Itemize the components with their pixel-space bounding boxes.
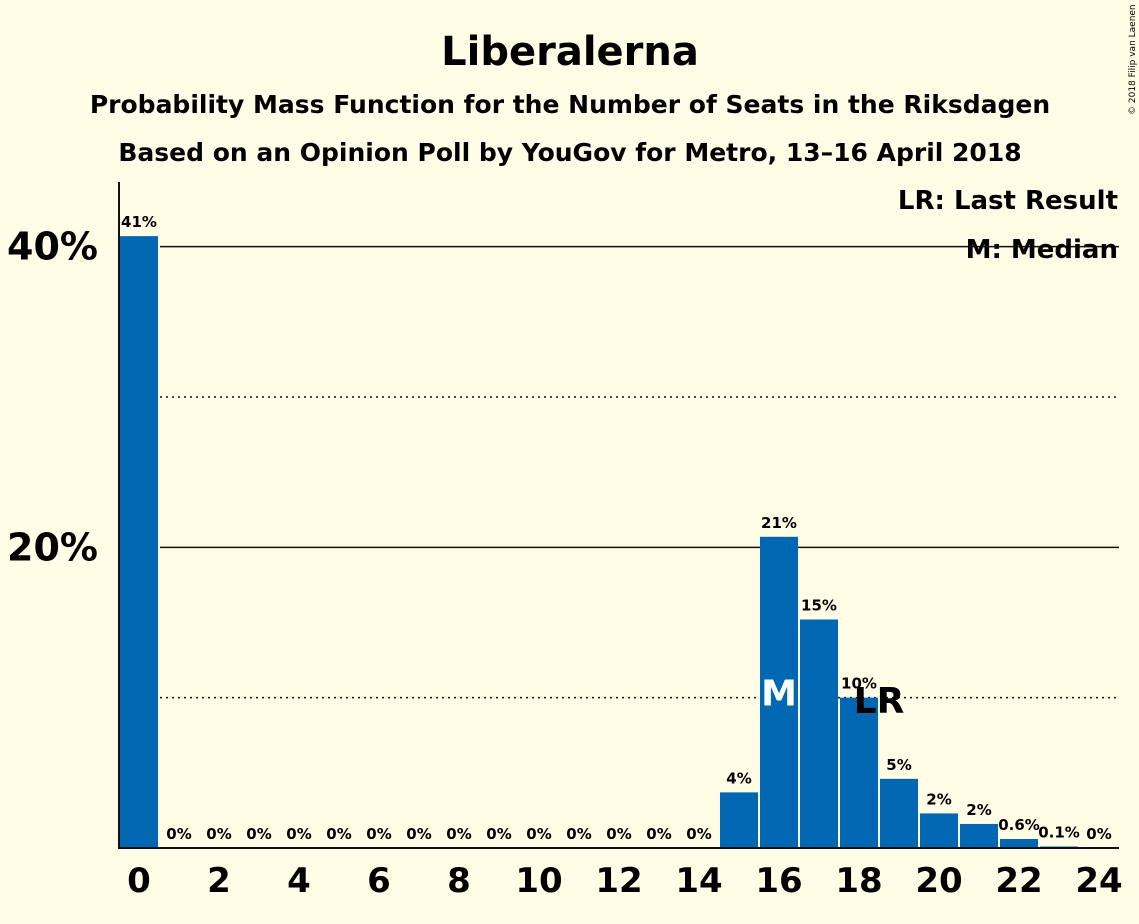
bar-seat-17: [800, 619, 838, 848]
data-label-seat-3: 0%: [246, 825, 271, 843]
data-label-seat-16: 21%: [761, 514, 797, 532]
data-label-seat-10: 0%: [526, 825, 551, 843]
data-label-seat-23: 0.1%: [1038, 823, 1080, 841]
x-tick-label: 14: [675, 861, 722, 901]
data-label-seat-13: 0%: [646, 825, 671, 843]
x-axis-ticks: 0 2 4 6 8 10 12 14 16 18 20 22 24: [127, 861, 1123, 901]
x-tick-label: 20: [915, 861, 962, 901]
data-label-seat-14: 0%: [686, 825, 711, 843]
bar-seat-18: [840, 697, 878, 848]
data-labels: 41% 0% 0% 0% 0% 0% 0% 0% 0% 0% 0% 0% 0% 0% 0% 4% 21% 15% 1…: [121, 213, 1112, 843]
x-tick-label: 8: [447, 861, 471, 901]
bar-seat-0: [120, 236, 158, 849]
x-tick-label: 4: [287, 861, 311, 901]
data-label-seat-7: 0%: [406, 825, 431, 843]
data-label-seat-8: 0%: [446, 825, 471, 843]
x-tick-label: 24: [1075, 861, 1122, 901]
chart-subtitle-poll: Based on an Opinion Poll by YouGov for M…: [118, 138, 1021, 167]
data-label-seat-4: 0%: [286, 825, 311, 843]
copyright-notice: © 2018 Filip van Laenen: [1128, 4, 1138, 115]
data-label-seat-9: 0%: [486, 825, 511, 843]
data-label-seat-6: 0%: [366, 825, 391, 843]
bar-seat-21: [960, 823, 998, 848]
data-label-seat-21: 2%: [966, 801, 991, 819]
markers: M LR: [761, 673, 904, 722]
x-tick-label: 16: [755, 861, 802, 901]
y-tick-label: 40%: [7, 225, 98, 269]
legend-median: M: Median: [966, 235, 1118, 265]
data-label-seat-12: 0%: [606, 825, 631, 843]
bar-seat-16: [760, 536, 798, 848]
data-label-seat-20: 2%: [926, 790, 951, 808]
y-axis-ticks: 20% 40%: [7, 225, 98, 570]
chart-subtitle: Probability Mass Function for the Number…: [90, 90, 1050, 119]
chart-title: Liberalerna: [441, 29, 699, 75]
data-label-seat-24: 0%: [1086, 825, 1111, 843]
data-label-seat-1: 0%: [166, 825, 191, 843]
x-tick-label: 0: [127, 861, 151, 901]
data-label-seat-19: 5%: [886, 756, 911, 774]
bars: [120, 236, 1078, 849]
legend-last-result: LR: Last Result: [898, 186, 1118, 216]
bar-seat-22: [1000, 838, 1038, 848]
median-marker: M: [761, 673, 797, 714]
data-label-seat-0: 41%: [121, 213, 157, 231]
bar-seat-20: [920, 813, 958, 848]
data-label-seat-22: 0.6%: [998, 816, 1040, 834]
x-tick-label: 6: [367, 861, 391, 901]
data-label-seat-11: 0%: [566, 825, 591, 843]
x-tick-label: 22: [995, 861, 1042, 901]
data-label-seat-18: 10%: [841, 675, 877, 693]
last-result-marker: LR: [854, 681, 905, 722]
data-label-seat-17: 15%: [801, 596, 837, 614]
data-label-seat-5: 0%: [326, 825, 351, 843]
bar-seat-15: [720, 792, 758, 848]
y-tick-label: 20%: [7, 525, 98, 569]
data-label-seat-15: 4%: [726, 769, 751, 787]
x-tick-label: 18: [835, 861, 882, 901]
x-tick-label: 12: [595, 861, 642, 901]
x-tick-label: 10: [515, 861, 562, 901]
bar-seat-19: [880, 778, 918, 848]
grid-lines: [160, 245, 1119, 699]
data-label-seat-2: 0%: [206, 825, 231, 843]
x-tick-label: 2: [207, 861, 231, 901]
